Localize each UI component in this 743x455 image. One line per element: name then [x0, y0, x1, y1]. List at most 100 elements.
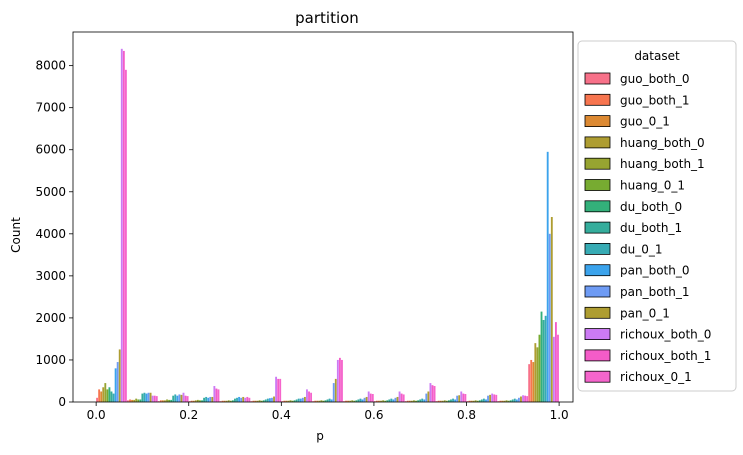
bar-du_0_1-bin-5	[266, 398, 269, 402]
bar-du_both_0-bin-0	[108, 387, 111, 402]
bar-guo_both_1-bin-5	[252, 400, 255, 402]
y-axis-label: Count	[9, 217, 23, 253]
bars-group	[96, 48, 559, 403]
legend-label-du_0_1: du_0_1	[620, 242, 663, 256]
bar-du_0_1-bin-12	[482, 398, 485, 402]
bar-du_both_0-bin-12	[478, 400, 481, 402]
bar-du_0_1-bin-11	[452, 398, 454, 402]
legend-swatch-du_both_1	[584, 221, 611, 234]
bar-pan_both_0-bin-2	[176, 395, 179, 402]
bar-guo_both_0-bin-0	[96, 397, 99, 402]
legend-swatch-richoux_0_1	[584, 370, 611, 383]
bar-huang_both_1-bin-14	[536, 347, 539, 402]
bar-pan_both_1-bin-11	[456, 395, 459, 402]
bar-du_0_1-bin-8	[359, 398, 362, 402]
bar-du_both_0-bin-3	[201, 400, 203, 402]
bar-guo_0_1-bin-12	[470, 400, 473, 402]
bar-du_both_0-bin-2	[170, 399, 173, 402]
bar-du_0_1-bin-13	[513, 398, 516, 402]
bar-du_0_1-bin-14	[544, 315, 547, 402]
bar-richoux_both_1-bin-7	[338, 357, 341, 402]
bar-guo_both_0-bin-7	[312, 401, 315, 402]
legend-items: guo_both_0 guo_both_1 guo_0_1 huang_both_0h…	[584, 72, 711, 384]
bar-huang_both_1-bin-0	[104, 383, 107, 402]
bar-pan_both_0-bin-4	[238, 396, 241, 402]
bar-pan_0_1-bin-2	[180, 394, 183, 402]
bar-guo_both_1-bin-6	[283, 400, 286, 402]
bar-huang_both_1-bin-12	[474, 400, 477, 402]
bar-richoux_both_0-bin-3	[213, 386, 216, 402]
bar-guo_both_0-bin-5	[250, 401, 253, 402]
bar-richoux_both_1-bin-13	[524, 395, 527, 402]
legend-label-du_both_0: du_both_0	[620, 200, 682, 214]
bar-du_both_1-bin-12	[480, 399, 483, 402]
bar-guo_0_1-bin-13	[501, 400, 504, 402]
bar-pan_0_1-bin-13	[520, 396, 522, 402]
bar-huang_both_1-bin-9	[382, 400, 385, 402]
legend-swatch-huang_both_0	[584, 136, 611, 149]
bar-huang_both_0-bin-7	[318, 400, 321, 402]
legend-swatch-du_both_0	[584, 200, 611, 213]
bar-guo_0_1-bin-7	[316, 400, 319, 402]
bar-pan_both_0-bin-14	[546, 151, 549, 402]
bar-richoux_0_1-bin-0	[124, 69, 127, 402]
bar-huang_both_1-bin-8	[351, 400, 354, 402]
y-tick-label: 7000	[35, 101, 66, 115]
bar-du_0_1-bin-6	[297, 398, 300, 402]
bar-pan_both_0-bin-9	[392, 399, 395, 402]
bar-du_both_1-bin-11	[450, 399, 452, 402]
bar-du_both_1-bin-7	[326, 399, 329, 402]
bar-huang_0_1-bin-4	[229, 400, 232, 402]
bar-huang_0_1-bin-11	[445, 400, 448, 402]
bar-guo_both_0-bin-2	[157, 401, 160, 402]
bar-du_0_1-bin-1	[143, 392, 146, 402]
bar-huang_0_1-bin-9	[384, 400, 387, 402]
bar-guo_both_0-bin-13	[497, 401, 500, 402]
bar-pan_both_0-bin-7	[330, 399, 333, 402]
bar-huang_0_1-bin-1	[137, 399, 140, 402]
bar-pan_0_1-bin-12	[489, 394, 492, 402]
bar-richoux_0_1-bin-4	[248, 397, 251, 402]
bar-guo_both_0-bin-8	[343, 401, 345, 402]
bar-guo_0_1-bin-2	[161, 400, 164, 402]
bar-huang_0_1-bin-2	[168, 399, 171, 402]
bar-guo_0_1-bin-0	[100, 391, 103, 402]
bar-pan_0_1-bin-6	[303, 396, 306, 402]
bar-richoux_both_0-bin-6	[306, 389, 308, 402]
bar-guo_both_0-bin-4	[219, 401, 222, 402]
bar-huang_0_1-bin-7	[322, 400, 325, 402]
bar-guo_both_1-bin-3	[190, 400, 193, 402]
bar-richoux_both_1-bin-4	[246, 396, 249, 402]
bar-huang_both_0-bin-4	[225, 400, 228, 402]
bar-richoux_both_1-bin-5	[277, 378, 280, 403]
bar-du_both_1-bin-2	[172, 395, 175, 402]
bar-huang_0_1-bin-13	[507, 400, 510, 402]
bar-richoux_both_1-bin-6	[308, 391, 310, 402]
x-tick-label: 0.4	[272, 408, 291, 422]
legend-label-pan_both_1: pan_both_1	[620, 285, 689, 299]
legend-label-guo_both_0: guo_both_0	[620, 72, 689, 86]
bar-du_both_1-bin-8	[357, 399, 360, 402]
legend-swatch-guo_both_0	[584, 72, 611, 85]
bar-huang_both_1-bin-13	[505, 400, 508, 402]
bar-pan_both_1-bin-3	[209, 396, 212, 402]
bar-richoux_both_0-bin-2	[182, 392, 185, 402]
bar-pan_both_1-bin-5	[271, 397, 273, 402]
legend-label-du_both_1: du_both_1	[620, 221, 682, 235]
x-tick-label: 0.6	[364, 408, 383, 422]
x-tick-label: 0.8	[457, 408, 476, 422]
bar-richoux_both_1-bin-8	[369, 393, 372, 402]
legend-title: dataset	[634, 49, 680, 63]
bar-huang_both_0-bin-0	[102, 387, 105, 402]
y-tick-label: 5000	[35, 185, 66, 199]
bar-huang_both_1-bin-4	[227, 400, 230, 402]
bar-richoux_both_0-bin-9	[398, 391, 401, 402]
bar-guo_both_0-bin-6	[281, 401, 284, 402]
bar-huang_both_1-bin-6	[289, 400, 292, 402]
bar-du_both_0-bin-10	[417, 400, 420, 402]
bar-du_both_1-bin-10	[419, 399, 422, 402]
bar-du_both_0-bin-1	[139, 399, 142, 402]
legend-label-huang_both_1: huang_both_1	[620, 157, 705, 171]
bar-huang_both_0-bin-10	[410, 400, 413, 402]
